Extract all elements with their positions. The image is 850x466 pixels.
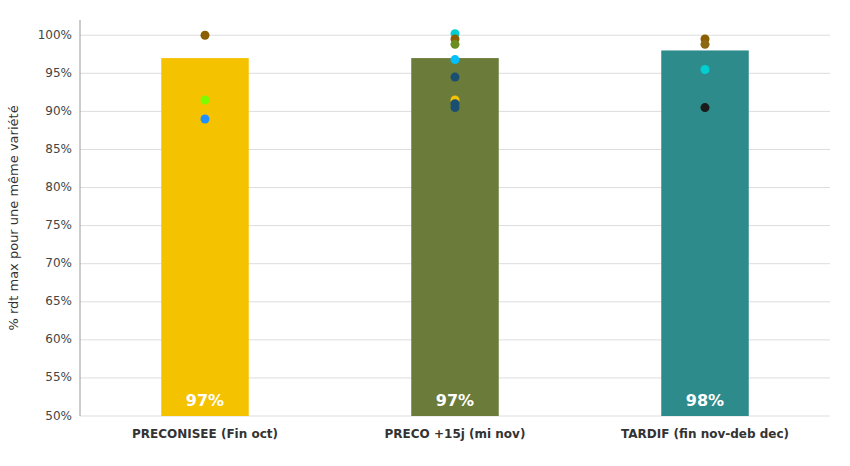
- dot: [201, 95, 210, 104]
- dot: [451, 103, 460, 112]
- dot: [701, 103, 710, 112]
- y-tick-label: 60%: [45, 332, 72, 346]
- x-tick-label: TARDIF (fin nov-deb dec): [621, 427, 789, 441]
- chart: 50% 55% 60% 65% 70% 75% 80% 85% 90% 95% 100% % rdt …: [0, 0, 850, 466]
- data-label: 97%: [186, 391, 224, 410]
- y-tick-label: 85%: [45, 142, 72, 156]
- dot: [201, 115, 210, 124]
- bar: [411, 58, 499, 416]
- y-tick-label: 100%: [38, 28, 72, 42]
- y-tick-label: 80%: [45, 180, 72, 194]
- y-tick-label: 55%: [45, 370, 72, 384]
- x-tick-label: PRECONISEE (Fin oct): [132, 427, 278, 441]
- grid: [80, 35, 830, 416]
- y-tick-label: 70%: [45, 256, 72, 270]
- chart-container: 50% 55% 60% 65% 70% 75% 80% 85% 90% 95% 100% % rdt …: [0, 0, 850, 466]
- data-labels: 97% 97% 98%: [186, 391, 724, 410]
- x-tick-label: PRECO +15j (mi nov): [385, 427, 526, 441]
- bar: [661, 50, 749, 416]
- data-label: 98%: [686, 391, 724, 410]
- y-tick-label: 65%: [45, 294, 72, 308]
- data-label: 97%: [436, 391, 474, 410]
- x-axis: PRECONISEE (Fin oct) PRECO +15j (mi nov) T…: [132, 427, 789, 441]
- y-tick-label: 50%: [45, 409, 72, 423]
- y-tick-label: 75%: [45, 218, 72, 232]
- dot: [701, 65, 710, 74]
- dot: [451, 40, 460, 49]
- y-axis-label: % rdt max pour une même variété: [6, 105, 21, 330]
- y-tick-label: 90%: [45, 104, 72, 118]
- y-axis-line: [80, 20, 81, 416]
- plot-area: [161, 29, 749, 416]
- dot: [451, 73, 460, 82]
- dot: [701, 40, 710, 49]
- y-axis: 50% 55% 60% 65% 70% 75% 80% 85% 90% 95% 100%: [38, 20, 80, 423]
- dot: [201, 31, 210, 40]
- dot: [451, 55, 460, 64]
- bar: [161, 58, 249, 416]
- y-tick-label: 95%: [45, 66, 72, 80]
